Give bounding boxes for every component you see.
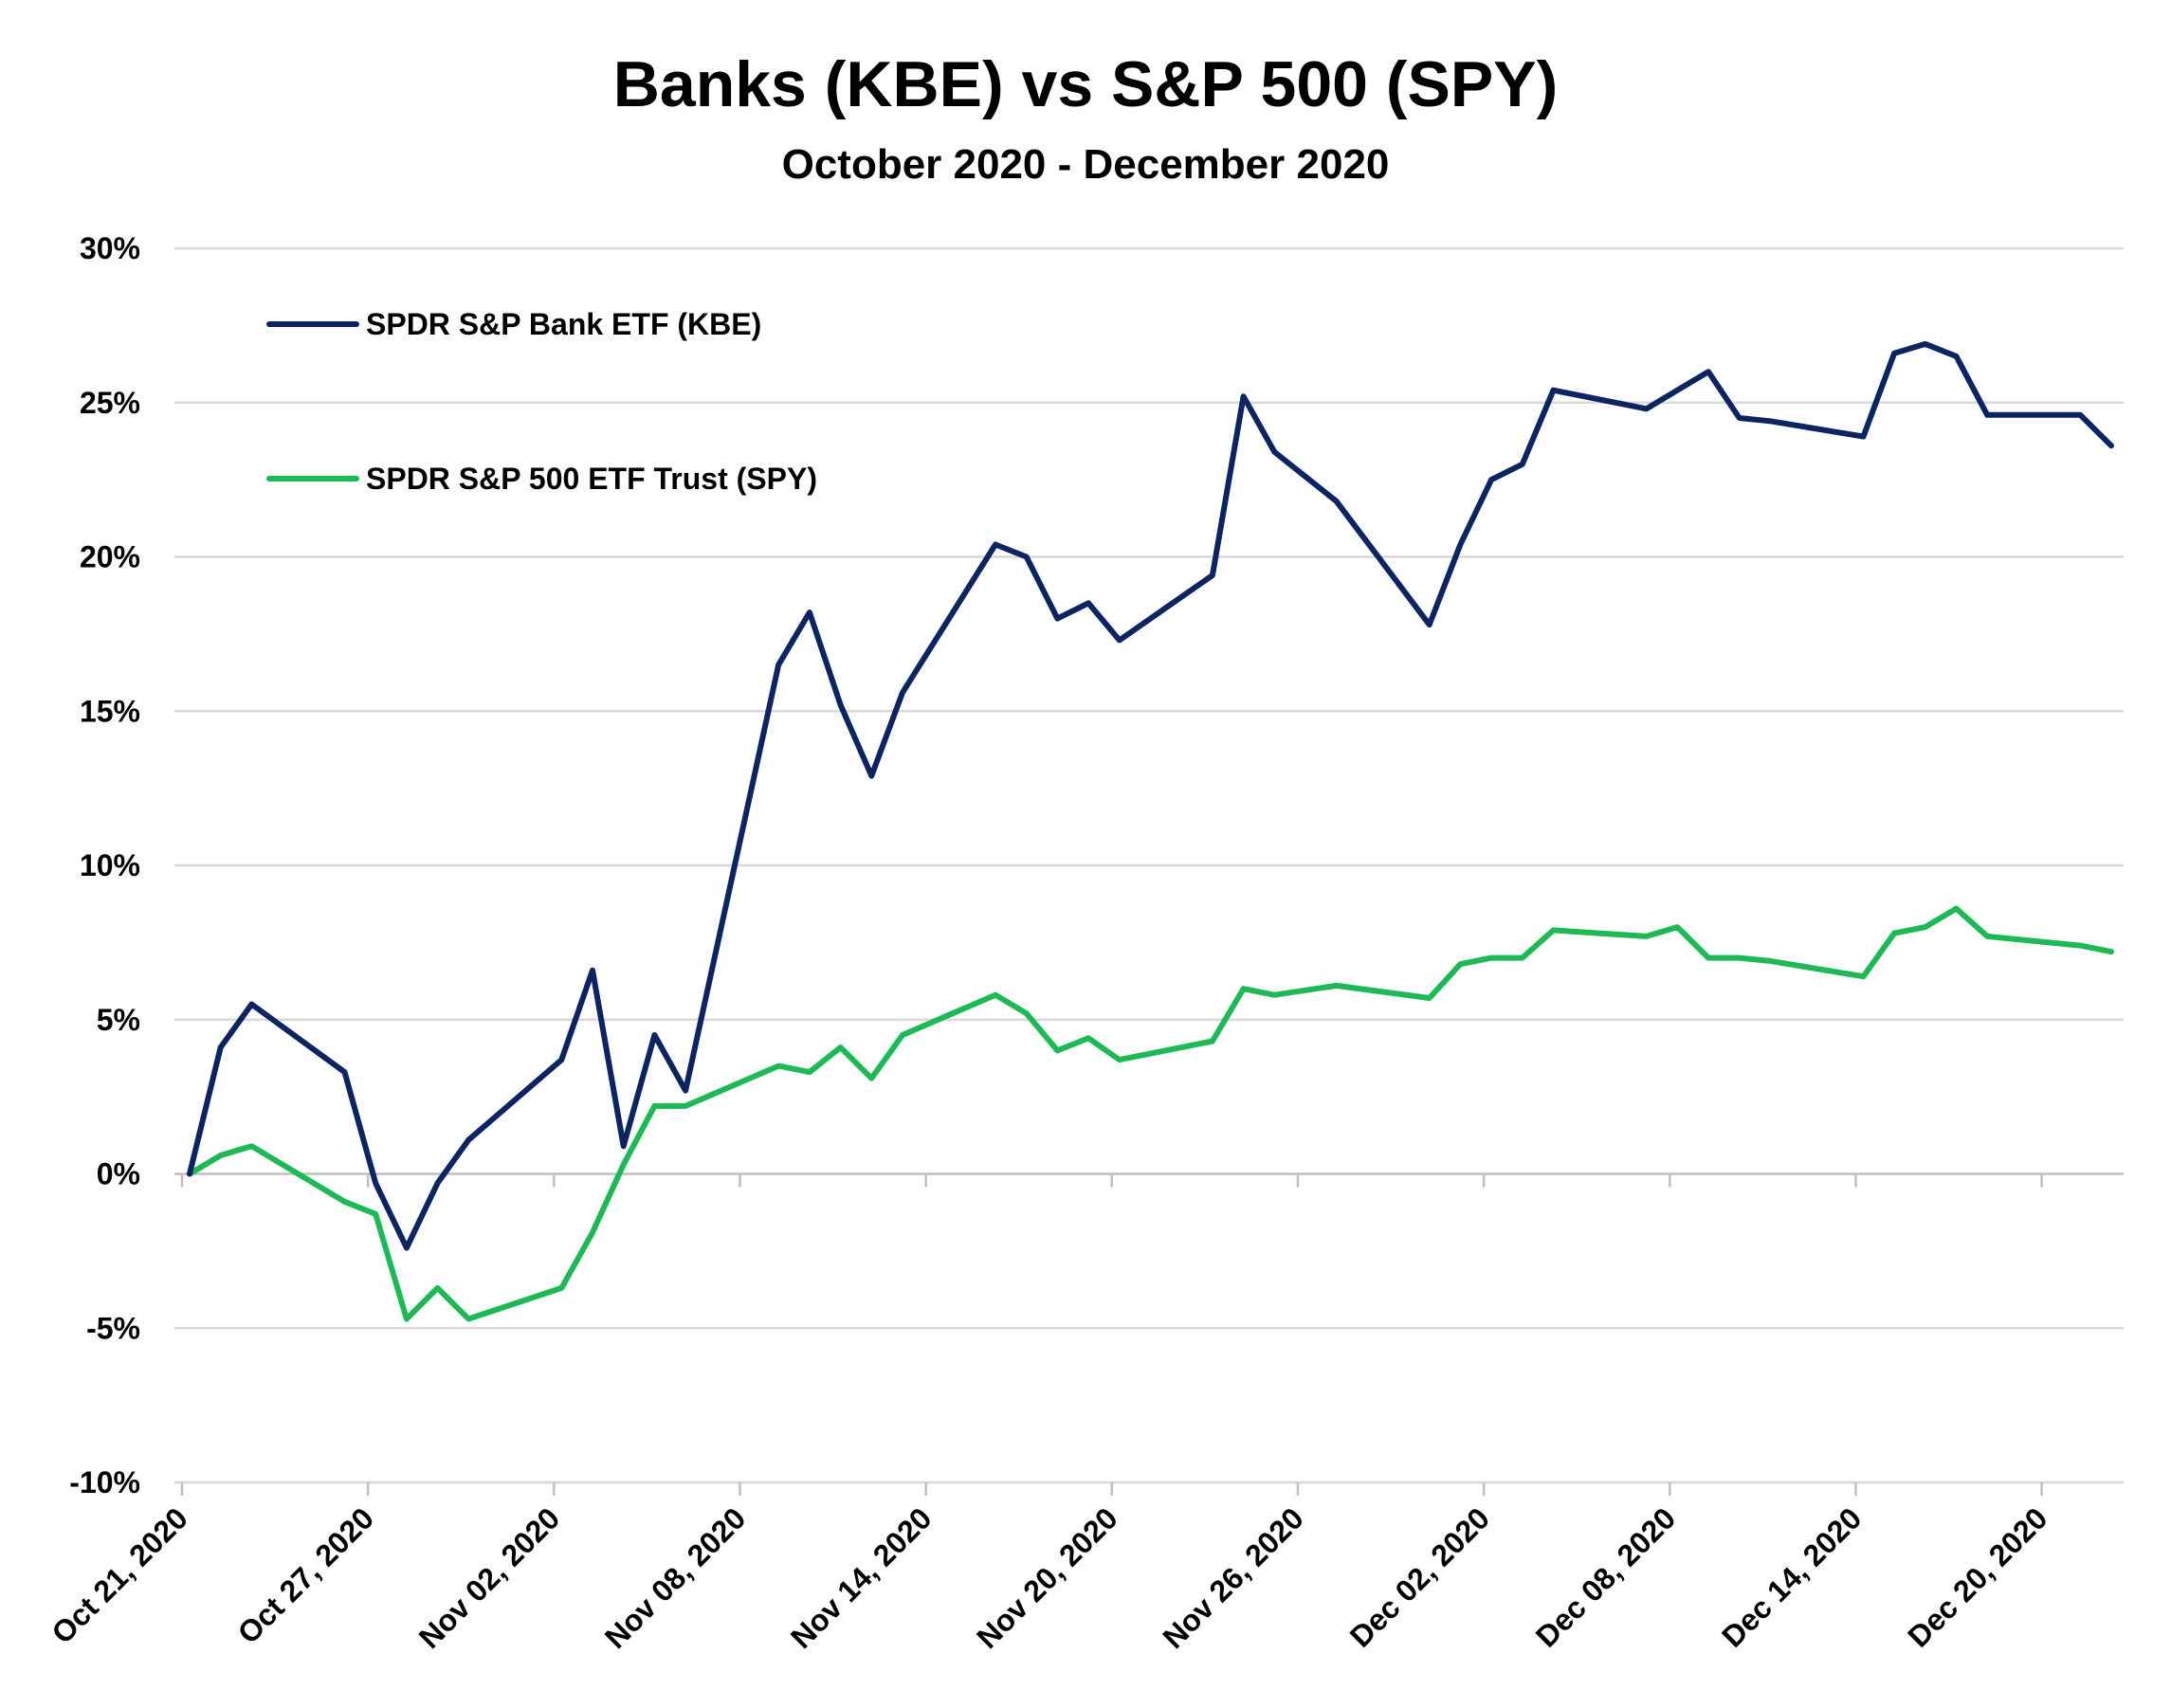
x-tick-label: Oct 21, 2020: [45, 1500, 194, 1650]
x-tick-label: Dec 02, 2020: [1343, 1500, 1496, 1653]
x-axis-tick-labels: Oct 21, 2020 Oct 27, 2020 Nov 02, 2020 Nov …: [45, 1500, 2053, 1655]
y-tick-label: 30%: [80, 231, 140, 265]
x-tick-label: Nov 14, 2020: [784, 1500, 939, 1655]
x-tick-label: Nov 26, 2020: [1156, 1500, 1310, 1655]
legend: SPDR S&P Bank ETF (KBE) SPDR S&P 500 ETF…: [266, 307, 817, 496]
x-tick-label: Nov 20, 2020: [970, 1500, 1124, 1655]
x-tick-label: Dec 14, 2020: [1715, 1500, 1868, 1653]
y-tick-label: -5%: [86, 1311, 140, 1345]
series-line-spy: [187, 905, 2114, 1322]
y-tick-label: 20%: [80, 540, 140, 574]
chart-subtitle: October 2020 - December 2020: [782, 141, 1390, 188]
series-line-kbe: [187, 340, 2114, 1251]
y-tick-label: 25%: [80, 386, 140, 420]
x-tick-label: Dec 20, 2020: [1901, 1500, 2053, 1653]
x-tick-label: Dec 08, 2020: [1529, 1500, 1682, 1653]
legend-label-spy: SPDR S&P 500 ETF Trust (SPY): [366, 462, 817, 496]
x-tick-label: Oct 27, 2020: [231, 1500, 381, 1650]
y-tick-label: 15%: [80, 694, 140, 728]
chart-title: Banks (KBE) vs S&P 500 (SPY): [613, 48, 1558, 120]
y-axis-tick-labels: -10% -5% 0% 5% 10% 15% 20% 25% 30%: [69, 231, 140, 1499]
gridlines: [174, 246, 2124, 1484]
y-tick-label: 10%: [80, 848, 140, 882]
x-axis: [174, 1172, 2124, 1496]
y-tick-label: 5%: [97, 1003, 140, 1037]
y-tick-label: 0%: [97, 1157, 140, 1191]
legend-label-kbe: SPDR S&P Bank ETF (KBE): [366, 307, 761, 341]
series-lines: [187, 340, 2114, 1322]
y-tick-label: -10%: [69, 1465, 140, 1499]
x-tick-label: Nov 08, 2020: [598, 1500, 753, 1655]
x-tick-label: Nov 02, 2020: [412, 1500, 567, 1655]
